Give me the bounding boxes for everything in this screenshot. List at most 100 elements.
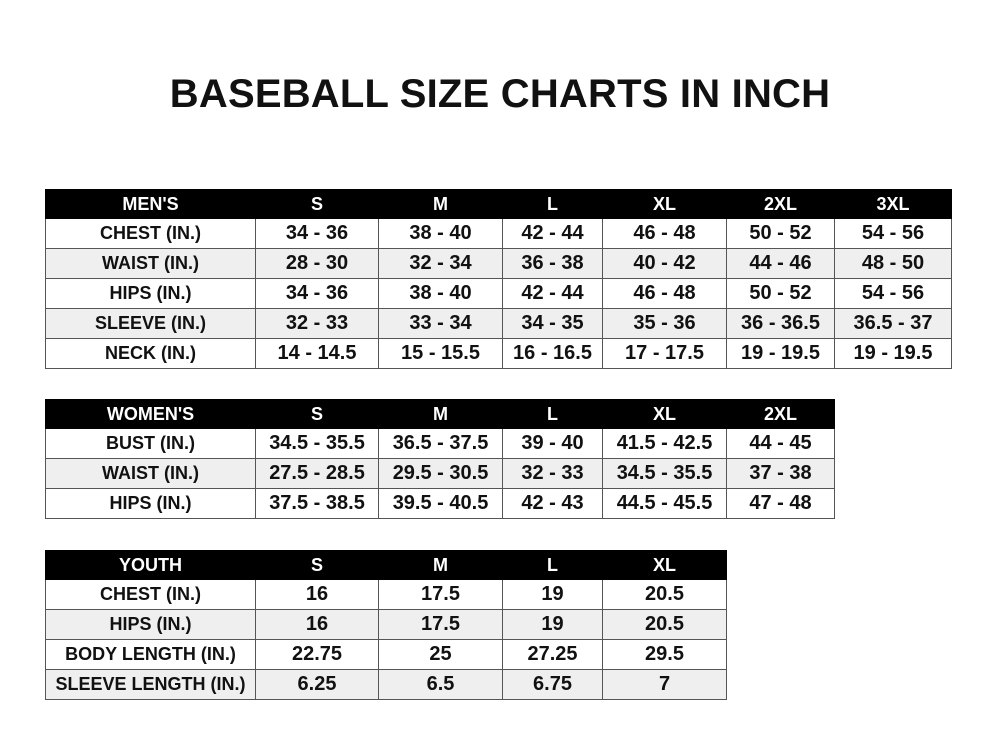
size-value: 34.5 - 35.5 <box>255 428 379 459</box>
size-value: 39 - 40 <box>502 428 603 459</box>
size-value: 28 - 30 <box>255 248 379 279</box>
size-value: 35 - 36 <box>602 308 727 339</box>
table-row: HIPS (IN.) 16 17.5 19 20.5 <box>45 609 727 640</box>
size-header: 3XL <box>834 189 952 219</box>
table-row: BUST (IN.) 34.5 - 35.5 36.5 - 37.5 39 - 40 4… <box>45 428 835 459</box>
size-value: 6.75 <box>502 669 603 700</box>
page-title: BASEBALL SIZE CHARTS IN INCH <box>169 72 831 116</box>
size-value: 6.25 <box>255 669 379 700</box>
size-value: 20.5 <box>602 609 727 640</box>
size-value: 42 - 43 <box>502 488 603 519</box>
size-value: 19 - 19.5 <box>834 338 952 369</box>
size-value: 34 - 35 <box>502 308 603 339</box>
measurement-label: SLEEVE (IN.) <box>45 308 256 339</box>
table-row: BODY LENGTH (IN.) 22.75 25 27.25 29.5 <box>45 639 727 670</box>
measurement-label: CHEST (IN.) <box>45 218 256 249</box>
size-header: L <box>502 189 603 219</box>
size-value: 32 - 33 <box>255 308 379 339</box>
header-row: WOMEN'S S M L XL 2XL <box>45 399 835 429</box>
measurement-label: HIPS (IN.) <box>45 278 256 309</box>
size-value: 14 - 14.5 <box>255 338 379 369</box>
size-value: 19 <box>502 579 603 610</box>
size-value: 20.5 <box>602 579 727 610</box>
measurement-label: BODY LENGTH (IN.) <box>45 639 256 670</box>
size-value: 47 - 48 <box>726 488 835 519</box>
size-header: XL <box>602 399 727 429</box>
size-header: L <box>502 399 603 429</box>
measurement-label: CHEST (IN.) <box>45 579 256 610</box>
youth-size-table: YOUTH S M L XL CHEST (IN.) 16 17.5 19 20.5 HIPS (I… <box>45 550 727 700</box>
size-value: 39.5 - 40.5 <box>378 488 503 519</box>
size-value: 36 - 38 <box>502 248 603 279</box>
size-value: 54 - 56 <box>834 278 952 309</box>
size-header: XL <box>602 189 727 219</box>
size-value: 32 - 34 <box>378 248 503 279</box>
size-header: L <box>502 550 603 580</box>
size-value: 36 - 36.5 <box>726 308 835 339</box>
table-row: HIPS (IN.) 34 - 36 38 - 40 42 - 44 46 - 48 50… <box>45 278 952 309</box>
size-value: 37 - 38 <box>726 458 835 489</box>
measurement-label: HIPS (IN.) <box>45 609 256 640</box>
size-value: 34 - 36 <box>255 218 379 249</box>
size-value: 29.5 - 30.5 <box>378 458 503 489</box>
size-value: 50 - 52 <box>726 218 835 249</box>
measurement-label: WAIST (IN.) <box>45 248 256 279</box>
mens-size-table: MEN'S S M L XL 2XL 3XL CHEST (IN.) 34 - 36 38 - 4… <box>45 189 952 369</box>
size-value: 16 <box>255 579 379 610</box>
size-value: 42 - 44 <box>502 218 603 249</box>
measurement-label: WAIST (IN.) <box>45 458 256 489</box>
size-value: 38 - 40 <box>378 218 503 249</box>
category-header: YOUTH <box>45 550 256 580</box>
size-value: 38 - 40 <box>378 278 503 309</box>
size-value: 27.5 - 28.5 <box>255 458 379 489</box>
table-row: SLEEVE (IN.) 32 - 33 33 - 34 34 - 35 35 - 36… <box>45 308 952 339</box>
size-value: 27.25 <box>502 639 603 670</box>
size-value: 46 - 48 <box>602 278 727 309</box>
measurement-label: BUST (IN.) <box>45 428 256 459</box>
size-value: 7 <box>602 669 727 700</box>
size-value: 34.5 - 35.5 <box>602 458 727 489</box>
size-value: 6.5 <box>378 669 503 700</box>
table-row: WAIST (IN.) 27.5 - 28.5 29.5 - 30.5 32 - 33… <box>45 458 835 489</box>
table-row: CHEST (IN.) 34 - 36 38 - 40 42 - 44 46 - 48 5… <box>45 218 952 249</box>
size-value: 48 - 50 <box>834 248 952 279</box>
size-value: 44 - 46 <box>726 248 835 279</box>
size-header: M <box>378 399 503 429</box>
size-value: 44 - 45 <box>726 428 835 459</box>
header-row: MEN'S S M L XL 2XL 3XL <box>45 189 952 219</box>
size-header: XL <box>602 550 727 580</box>
womens-size-table: WOMEN'S S M L XL 2XL BUST (IN.) 34.5 - 35.5 36.5… <box>45 399 835 519</box>
size-header: 2XL <box>726 189 835 219</box>
table-row: WAIST (IN.) 28 - 30 32 - 34 36 - 38 40 - 42 4… <box>45 248 952 279</box>
size-value: 17 - 17.5 <box>602 338 727 369</box>
size-header: M <box>378 550 503 580</box>
size-value: 42 - 44 <box>502 278 603 309</box>
table-row: CHEST (IN.) 16 17.5 19 20.5 <box>45 579 727 610</box>
size-header: S <box>255 399 379 429</box>
size-value: 37.5 - 38.5 <box>255 488 379 519</box>
size-value: 54 - 56 <box>834 218 952 249</box>
measurement-label: SLEEVE LENGTH (IN.) <box>45 669 256 700</box>
size-header: S <box>255 550 379 580</box>
size-value: 44.5 - 45.5 <box>602 488 727 519</box>
size-value: 33 - 34 <box>378 308 503 339</box>
size-value: 16 - 16.5 <box>502 338 603 369</box>
table-row: NECK (IN.) 14 - 14.5 15 - 15.5 16 - 16.5 17 … <box>45 338 952 369</box>
size-value: 36.5 - 37.5 <box>378 428 503 459</box>
size-value: 16 <box>255 609 379 640</box>
size-value: 15 - 15.5 <box>378 338 503 369</box>
table-row: SLEEVE LENGTH (IN.) 6.25 6.5 6.75 7 <box>45 669 727 700</box>
category-header: MEN'S <box>45 189 256 219</box>
category-header: WOMEN'S <box>45 399 256 429</box>
size-header: 2XL <box>726 399 835 429</box>
size-value: 17.5 <box>378 609 503 640</box>
size-header: S <box>255 189 379 219</box>
size-value: 22.75 <box>255 639 379 670</box>
size-value: 34 - 36 <box>255 278 379 309</box>
size-value: 50 - 52 <box>726 278 835 309</box>
size-value: 41.5 - 42.5 <box>602 428 727 459</box>
header-row: YOUTH S M L XL <box>45 550 727 580</box>
measurement-label: NECK (IN.) <box>45 338 256 369</box>
size-value: 17.5 <box>378 579 503 610</box>
size-value: 29.5 <box>602 639 727 670</box>
